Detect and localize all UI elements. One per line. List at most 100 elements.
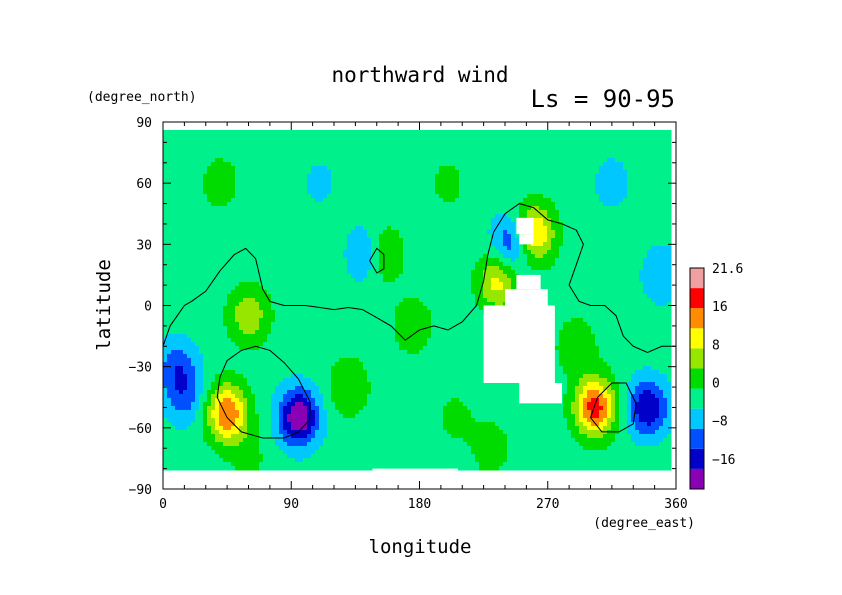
field-cell — [523, 134, 528, 139]
field-cell — [411, 170, 416, 175]
field-cell — [171, 186, 176, 191]
field-cell — [659, 166, 664, 171]
field-cell — [587, 242, 592, 247]
field-cell — [275, 202, 280, 207]
field-cell — [339, 138, 344, 143]
field-cell — [499, 254, 504, 259]
field-cell — [415, 162, 420, 167]
field-cell — [427, 210, 432, 215]
field-cell — [355, 158, 360, 163]
field-cell — [411, 178, 416, 183]
field-cell — [179, 270, 184, 275]
field-cell — [639, 194, 644, 199]
field-cell — [643, 154, 648, 159]
field-cell — [387, 246, 392, 251]
field-cell — [175, 146, 180, 151]
field-cell — [407, 182, 412, 187]
field-cell — [327, 262, 332, 267]
field-cell — [267, 158, 272, 163]
field-cell — [443, 250, 448, 255]
field-cell — [527, 202, 532, 207]
field-cell — [475, 134, 480, 139]
field-cell — [403, 278, 408, 283]
field-cell — [339, 206, 344, 211]
field-cell — [575, 266, 580, 271]
field-cell — [227, 222, 232, 227]
field-cell — [447, 234, 452, 239]
field-cell — [419, 262, 424, 267]
field-cell — [175, 242, 180, 247]
field-cell — [291, 130, 296, 135]
field-cell — [423, 146, 428, 151]
field-cell — [295, 158, 300, 163]
field-cell — [175, 134, 180, 139]
field-cell — [339, 226, 344, 231]
field-cell — [619, 270, 624, 275]
field-cell — [207, 194, 212, 199]
field-cell — [399, 238, 404, 243]
field-cell — [627, 270, 632, 275]
field-cell — [383, 238, 388, 243]
field-cell — [631, 162, 636, 167]
field-cell — [391, 170, 396, 175]
field-cell — [331, 226, 336, 231]
field-cell — [507, 178, 512, 183]
field-cell — [327, 194, 332, 199]
field-cell — [363, 174, 368, 179]
field-cell — [423, 266, 428, 271]
field-cell — [403, 182, 408, 187]
field-cell — [483, 138, 488, 143]
field-cell — [555, 150, 560, 155]
field-cell — [451, 198, 456, 203]
field-cell — [327, 182, 332, 187]
field-cell — [375, 230, 380, 235]
field-cell — [467, 178, 472, 183]
field-cell — [487, 262, 492, 267]
field-cell — [447, 210, 452, 215]
field-cell — [327, 234, 332, 239]
field-cell — [391, 230, 396, 235]
field-cell — [447, 154, 452, 159]
field-cell — [179, 278, 184, 283]
field-cell — [555, 162, 560, 167]
field-cell — [435, 242, 440, 247]
field-cell — [303, 270, 308, 275]
field-cell — [663, 174, 668, 179]
field-cell — [179, 242, 184, 247]
field-cell — [571, 282, 576, 287]
field-cell — [471, 238, 476, 243]
field-cell — [547, 278, 552, 283]
field-cell — [499, 178, 504, 183]
field-cell — [487, 242, 492, 247]
field-cell — [291, 150, 296, 155]
field-cell — [639, 178, 644, 183]
field-cell — [663, 134, 668, 139]
field-cell — [663, 198, 668, 203]
field-cell — [299, 170, 304, 175]
field-cell — [427, 202, 432, 207]
field-cell — [247, 178, 252, 183]
field-cell — [635, 278, 640, 283]
field-cell — [343, 278, 348, 283]
field-cell — [279, 222, 284, 227]
field-cell — [435, 250, 440, 255]
field-cell — [471, 138, 476, 143]
field-cell — [359, 254, 364, 259]
field-cell — [447, 218, 452, 223]
field-cell — [263, 242, 268, 247]
field-cell — [655, 222, 660, 227]
field-cell — [375, 282, 380, 287]
field-cell — [511, 274, 516, 279]
field-cell — [483, 242, 488, 247]
field-cell — [471, 190, 476, 195]
field-cell — [531, 174, 536, 179]
field-cell — [407, 242, 412, 247]
field-cell — [547, 158, 552, 163]
field-cell — [267, 190, 272, 195]
field-cell — [431, 222, 436, 227]
field-cell — [259, 182, 264, 187]
field-cell — [239, 274, 244, 279]
field-cell — [551, 202, 556, 207]
field-cell — [319, 262, 324, 267]
field-cell — [455, 230, 460, 235]
